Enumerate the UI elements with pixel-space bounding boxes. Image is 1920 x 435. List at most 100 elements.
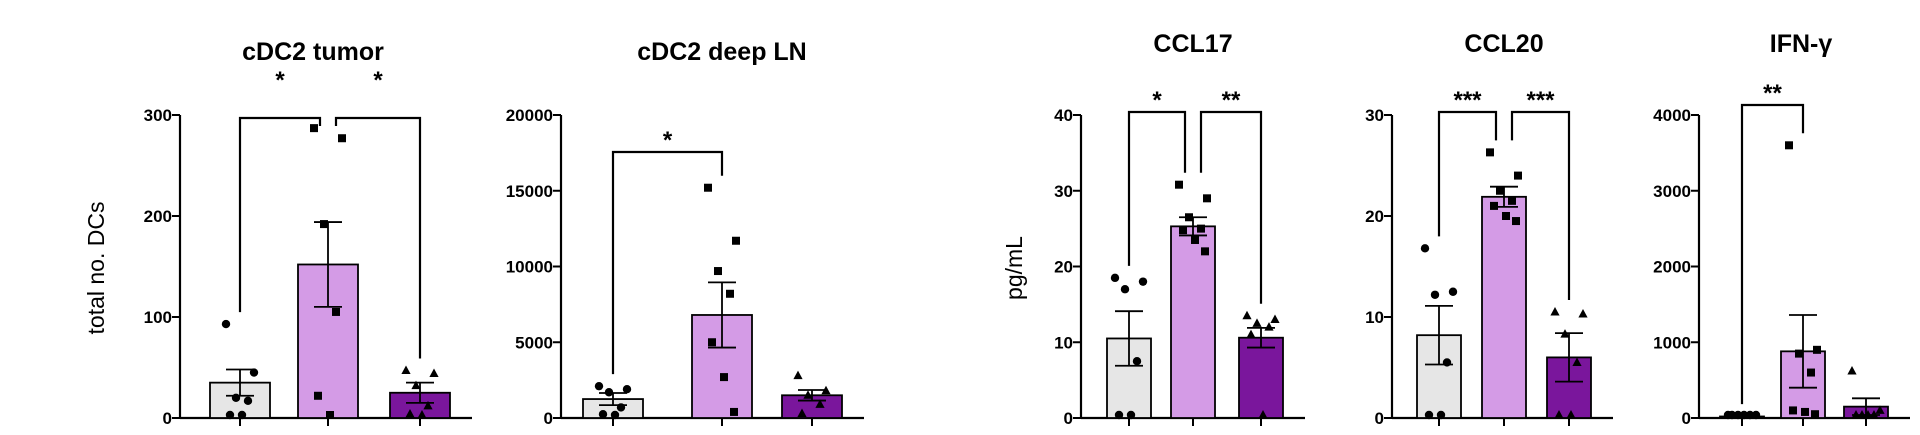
data-point bbox=[1120, 285, 1130, 294]
y-tick-label: 20000 bbox=[506, 106, 553, 125]
data-point bbox=[1448, 287, 1458, 296]
chart-title: CCL20 bbox=[1464, 30, 1543, 58]
data-point bbox=[1512, 217, 1520, 226]
data-point bbox=[1264, 322, 1274, 331]
data-point bbox=[314, 391, 322, 400]
data-point bbox=[1203, 194, 1211, 203]
y-tick-label: 10 bbox=[1365, 308, 1384, 327]
data-point bbox=[1126, 410, 1136, 420]
data-point bbox=[1252, 318, 1262, 327]
significance-bracket bbox=[1127, 110, 1187, 266]
y-tick-label: 30 bbox=[1054, 182, 1073, 201]
data-point bbox=[1578, 308, 1588, 318]
significance-label: * bbox=[373, 67, 383, 94]
data-point bbox=[1490, 201, 1498, 210]
chart-title: cDC2 tumor bbox=[242, 38, 384, 66]
data-point bbox=[417, 410, 427, 419]
data-point bbox=[1795, 349, 1803, 358]
y-tick-label: 300 bbox=[144, 106, 172, 125]
significance-bracket bbox=[238, 116, 322, 313]
data-point bbox=[1442, 358, 1452, 367]
chart-title: cDC2 deep LN bbox=[637, 38, 806, 66]
chart-panel-1: cDC2 tumor total no. DCs 0 100 200 300 * * bbox=[83, 38, 472, 428]
chart-panel-5: IFN-γ 0 1000 2000 3000 4000 ** bbox=[1653, 30, 1910, 428]
data-point bbox=[610, 410, 620, 420]
significance-label: * bbox=[275, 67, 285, 94]
y-tick-label: 2000 bbox=[1653, 258, 1691, 277]
chart-title: CCL17 bbox=[1153, 30, 1232, 58]
data-point bbox=[793, 370, 803, 380]
data-point bbox=[1785, 141, 1793, 150]
y-tick-label: 10 bbox=[1054, 333, 1073, 352]
data-point bbox=[1191, 235, 1199, 244]
chart-panel-2: cDC2 deep LN 0 5000 10000 15000 20000 * bbox=[506, 38, 864, 428]
data-point bbox=[1851, 410, 1861, 419]
y-axis-label: pg/mL bbox=[1001, 236, 1027, 300]
significance-label: * bbox=[663, 127, 673, 154]
significance-bracket bbox=[1437, 110, 1498, 237]
data-point bbox=[1801, 407, 1809, 416]
y-tick-label: 4000 bbox=[1653, 106, 1691, 125]
data-point bbox=[1242, 310, 1252, 320]
data-point bbox=[1436, 410, 1446, 420]
data-point bbox=[1875, 405, 1885, 414]
y-tick-label: 20 bbox=[1054, 258, 1073, 277]
data-point bbox=[1550, 306, 1560, 316]
data-point bbox=[1847, 366, 1857, 375]
bar-group-2 bbox=[1170, 225, 1216, 419]
data-point bbox=[803, 390, 813, 399]
data-point bbox=[1508, 196, 1516, 205]
data-point bbox=[411, 380, 421, 390]
data-point bbox=[1270, 314, 1280, 324]
y-tick-label: 0 bbox=[1064, 409, 1073, 428]
data-point bbox=[1514, 171, 1522, 180]
error-bar bbox=[1555, 332, 1583, 383]
data-point bbox=[1751, 410, 1761, 420]
data-point bbox=[1424, 410, 1434, 420]
significance-bracket bbox=[611, 150, 724, 375]
data-point bbox=[1420, 244, 1430, 253]
data-point bbox=[1727, 410, 1737, 420]
y-tick-label: 10000 bbox=[506, 258, 553, 277]
data-point bbox=[1246, 329, 1256, 339]
significance-bracket bbox=[334, 116, 422, 359]
data-point bbox=[429, 368, 439, 378]
data-point bbox=[1789, 406, 1797, 415]
significance-label: ** bbox=[1222, 87, 1241, 114]
data-point bbox=[821, 385, 831, 395]
data-point bbox=[1869, 410, 1879, 419]
significance-label: ** bbox=[1763, 80, 1782, 107]
error-bar bbox=[226, 368, 254, 397]
data-point bbox=[221, 319, 231, 329]
data-point bbox=[338, 134, 346, 143]
data-point bbox=[423, 400, 433, 410]
data-point bbox=[1811, 410, 1819, 419]
data-point bbox=[1110, 273, 1120, 283]
data-point bbox=[243, 396, 253, 406]
error-bar bbox=[1115, 310, 1143, 367]
data-point bbox=[1745, 410, 1755, 420]
data-point bbox=[714, 267, 722, 276]
bar-group-3 bbox=[1238, 336, 1284, 419]
data-point bbox=[1197, 224, 1205, 233]
data-point bbox=[815, 399, 825, 408]
chart-panel-4: CCL20 0 10 20 30 *** *** bbox=[1365, 30, 1613, 428]
chart-title: IFN-γ bbox=[1770, 30, 1833, 58]
data-point bbox=[1496, 186, 1504, 195]
data-point bbox=[1430, 290, 1440, 299]
y-tick-label: 5000 bbox=[515, 333, 553, 352]
y-tick-label: 15000 bbox=[506, 182, 553, 201]
data-point bbox=[730, 407, 738, 416]
data-point bbox=[310, 124, 318, 133]
data-point bbox=[598, 410, 608, 419]
data-point bbox=[720, 373, 728, 382]
data-point bbox=[1175, 180, 1183, 189]
data-point bbox=[604, 388, 614, 397]
data-point bbox=[1258, 410, 1268, 419]
significance-bracket bbox=[1199, 110, 1263, 304]
data-point bbox=[1201, 247, 1209, 256]
significance-label: * bbox=[1152, 87, 1162, 114]
significance-bracket bbox=[1510, 110, 1571, 300]
data-point bbox=[401, 365, 411, 375]
